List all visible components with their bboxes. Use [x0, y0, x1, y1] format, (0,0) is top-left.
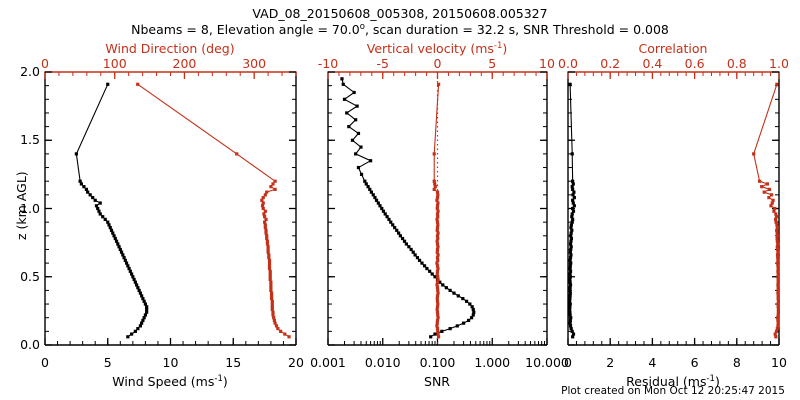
panel3-xtick-3: 6	[690, 355, 699, 370]
panel3-xtick-4: 8	[732, 355, 741, 370]
panel2-xtick-0: 0.001	[310, 355, 346, 370]
panel2-top-xtick-0: -10	[317, 56, 339, 71]
panel1-series-1	[74, 82, 149, 339]
panel3-top-xtick-1: 0.2	[600, 56, 621, 71]
subtitle-rest: , scan duration = 32.2 s, SNR Threshold …	[364, 22, 669, 37]
panel3-bottom-label-base: Residual (ms	[626, 374, 707, 389]
y-tick-3: 1.5	[20, 132, 40, 148]
panel2-xtick-4: 10.000	[525, 355, 569, 370]
panel1-bottom-label-tail: )	[222, 374, 228, 389]
figure-title: VAD_08_20150608_005308, 20150608.005327	[252, 6, 548, 21]
panel1-top-xtick-1: 100	[102, 56, 127, 71]
plot-created-footer: Plot created on Mon Oct 12 20:25:47 2015	[561, 385, 785, 397]
panel1-top-xtick-2: 200	[172, 56, 197, 71]
panel2-top-label-tail: )	[502, 41, 508, 56]
panel1-top-xtick-3: 300	[242, 56, 267, 71]
panel1-bottom-axis-label: Wind Speed (ms-1)	[112, 374, 228, 389]
panel2-series-2	[432, 82, 441, 339]
y-tick-0: 0.0	[20, 337, 40, 352]
panel1-xtick-4: 20	[288, 355, 304, 370]
panel2-series-1	[340, 77, 476, 339]
panel2-xtick-3: 1.000	[474, 355, 511, 370]
panel3-top-xtick-2: 0.4	[642, 56, 663, 71]
panel2-top-xtick-1: -5	[376, 56, 389, 71]
panel3-bottom-label-exponent: -1	[706, 373, 715, 384]
panel1-bottom-label-base: Wind Speed (ms	[112, 374, 215, 389]
panel2-top-xtick-3: 5	[488, 56, 497, 71]
panel1-xtick-0: 0	[41, 355, 49, 370]
panel3-xtick-2: 4	[648, 355, 657, 370]
panel2-top-label-exponent: -1	[493, 40, 503, 51]
panel3-xtick-0: 0	[564, 355, 572, 370]
panel1-xtick-1: 5	[103, 355, 112, 370]
panel3-top-axis-label: Correlation	[638, 41, 708, 56]
panel3-xtick-1: 2	[606, 355, 615, 370]
panel3-bottom-axis-label: Residual (ms-1)	[626, 374, 720, 389]
panel1-bottom-label-exponent: -1	[214, 373, 223, 384]
panel2-top-label-base: Vertical velocity (ms	[366, 41, 494, 56]
panel3-series-1	[568, 82, 576, 339]
figure-subtitle: Nbeams = 8, Elevation angle = 70.0o, sca…	[131, 22, 669, 37]
y-tick-1: 0.5	[20, 268, 40, 284]
panel2-bottom-axis-label: SNR	[424, 374, 450, 389]
y-tick-4: 2.0	[20, 64, 40, 79]
panel3-top-xtick-0: 0.0	[558, 56, 578, 71]
panel2-top-xtick-4: 10	[539, 56, 555, 71]
panel3-bottom-label-tail: )	[714, 374, 720, 389]
panel2-xtick-2: 0.100	[419, 355, 456, 370]
panel3-top-xtick-3: 0.6	[684, 56, 705, 71]
panel3-top-xtick-5: 1.0	[769, 56, 789, 71]
subtitle-nbeams: Nbeams = 8, Elevation angle = 70.0	[131, 22, 360, 37]
panel1-top-xtick-0: 0	[41, 56, 49, 71]
panel1-series-2	[136, 82, 291, 339]
panel1-xtick-3: 15	[225, 355, 242, 370]
panel3-top-xtick-4: 0.8	[726, 56, 747, 71]
panel1-xtick-2: 10	[162, 355, 179, 370]
panel2-xtick-1: 0.010	[364, 355, 401, 370]
panel3-series-2	[752, 82, 780, 339]
panel1-top-axis-label: Wind Direction (deg)	[105, 41, 235, 56]
panel2-top-xtick-2: 0	[433, 56, 442, 71]
degree-symbol-icon: o	[359, 21, 365, 32]
panel2-top-axis-label: Vertical velocity (ms-1)	[367, 41, 508, 56]
y-tick-2: 1.0	[20, 200, 40, 216]
panel3-xtick-5: 10	[771, 355, 787, 370]
